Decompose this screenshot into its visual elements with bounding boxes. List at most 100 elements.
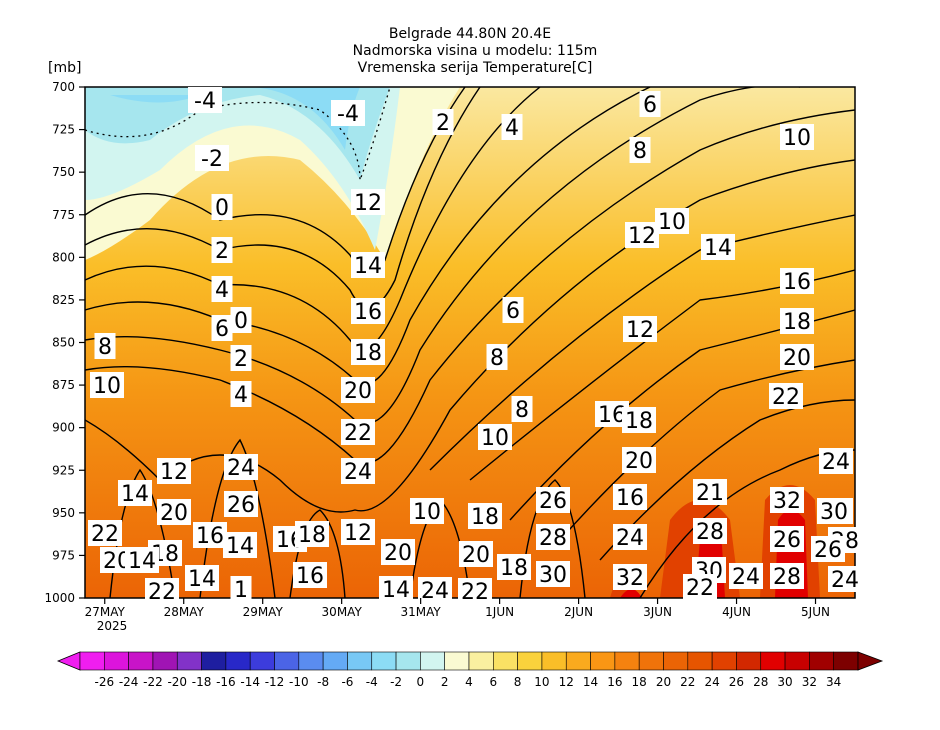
contour-label-box bbox=[625, 222, 659, 248]
contour-label: 24 bbox=[822, 450, 850, 475]
colorbar-swatch bbox=[663, 651, 689, 671]
contour-line-e bbox=[519, 479, 586, 598]
colorbar-label: -16 bbox=[216, 675, 236, 689]
colorbar-swatch bbox=[79, 651, 105, 671]
colorbar-swatch bbox=[371, 651, 397, 671]
colorbar-swatch bbox=[565, 651, 591, 671]
colorbar-label: -2 bbox=[390, 675, 402, 689]
colorbar-swatch bbox=[517, 651, 543, 671]
y-tick-label: 800 bbox=[52, 250, 75, 264]
contour-label-box bbox=[486, 344, 508, 370]
contour-line-0 bbox=[85, 87, 466, 275]
contour-label: 24 bbox=[421, 579, 449, 604]
contour-lines-dotted bbox=[85, 87, 391, 181]
contour-label: 24 bbox=[227, 456, 255, 481]
colorbar-label: -18 bbox=[192, 675, 212, 689]
contour-label: 30 bbox=[820, 500, 848, 525]
colorbar-swatch bbox=[322, 651, 348, 671]
contour-line-8 bbox=[85, 87, 800, 425]
colorbar-swatch bbox=[590, 651, 616, 671]
contour-label: 14 bbox=[382, 578, 410, 603]
contour-label: 20 bbox=[160, 501, 188, 526]
contour-label: 12 bbox=[626, 318, 654, 343]
contour-label-box bbox=[341, 377, 375, 403]
contour-label: 21 bbox=[696, 481, 724, 506]
contour-label-box bbox=[211, 194, 233, 220]
contour-label-box bbox=[770, 526, 804, 552]
contour-label: 12 bbox=[344, 521, 372, 546]
colorbar-swatch bbox=[395, 651, 421, 671]
contour-labels: -4-424681012101416182022242628-202468101… bbox=[88, 87, 862, 605]
contour-label: 14 bbox=[704, 236, 732, 261]
contour-label: 2 bbox=[215, 239, 229, 264]
contour-label: 28 bbox=[773, 565, 801, 590]
contour-label: 20 bbox=[783, 346, 811, 371]
colorbar-label: -8 bbox=[317, 675, 329, 689]
contour-label: 16 bbox=[296, 564, 324, 589]
contour-label-box bbox=[536, 524, 570, 550]
contour-label-box bbox=[224, 491, 258, 517]
contour-label-box bbox=[381, 539, 415, 565]
colorbar-swatch bbox=[493, 651, 518, 671]
y-tick-label: 875 bbox=[52, 378, 75, 392]
contour-label: 1 bbox=[234, 578, 248, 603]
colorbar-swatch bbox=[420, 651, 445, 671]
colorbar-label: -14 bbox=[240, 675, 260, 689]
colorbar-swatch bbox=[152, 651, 178, 671]
contour-label: 26 bbox=[814, 538, 842, 563]
contour-label-box bbox=[693, 518, 727, 544]
contour-label: 18 bbox=[625, 409, 653, 434]
contour-label-box bbox=[230, 576, 252, 602]
contour-label-box bbox=[341, 419, 375, 445]
contour-label-box bbox=[622, 447, 656, 473]
contour-label-box bbox=[655, 208, 689, 234]
x-tick-label: 27MAY bbox=[85, 605, 126, 619]
contour-label: 26 bbox=[773, 528, 801, 553]
y-tick-label: 750 bbox=[52, 165, 75, 179]
colorbar-label: 0 bbox=[417, 675, 425, 689]
contour-label: 2 bbox=[234, 347, 248, 372]
contour-line-c bbox=[289, 509, 346, 598]
colorbar-label: -22 bbox=[143, 675, 163, 689]
contour-label-box bbox=[613, 524, 647, 550]
contour-label: 18 bbox=[500, 556, 528, 581]
contour-label-box bbox=[223, 532, 257, 558]
contour-label: 16 bbox=[598, 403, 626, 428]
shade-region-28 bbox=[620, 510, 808, 598]
colorbar: -26 -24 -22 -20 -18 -16 -14 -12 -10 -8 -6 -4 -2 0 2 4 6 8… bbox=[56, 651, 884, 689]
colorbar-swatch bbox=[468, 651, 494, 671]
colorbar-swatch bbox=[444, 651, 470, 671]
contour-label: 8 bbox=[515, 398, 529, 423]
contour-label: 6 bbox=[643, 93, 657, 118]
contour-label-box bbox=[145, 578, 179, 604]
contour-label: 22 bbox=[148, 580, 176, 605]
contour-label: 16 bbox=[616, 486, 644, 511]
contour-label-box bbox=[351, 298, 385, 324]
contour-label: 14 bbox=[121, 482, 149, 507]
colorbar-swatch bbox=[225, 651, 251, 671]
contour-label-box bbox=[780, 124, 814, 150]
y-tick-label: 1000 bbox=[44, 591, 75, 605]
colorbar-swatch bbox=[711, 651, 737, 671]
colorbar-label: 10 bbox=[534, 675, 549, 689]
colorbar-swatch bbox=[760, 651, 786, 671]
contour-label: 26 bbox=[539, 489, 567, 514]
contour-label: 10 bbox=[783, 126, 811, 151]
contour-label-box bbox=[230, 307, 252, 333]
contour-label: 20 bbox=[344, 379, 372, 404]
contour-label-box bbox=[770, 487, 804, 513]
contour-line-14 bbox=[429, 214, 855, 471]
contour-label-box bbox=[118, 480, 152, 506]
colorbar-swatch bbox=[104, 651, 129, 671]
colorbar-label: 28 bbox=[753, 675, 768, 689]
contour-label: 22 bbox=[686, 576, 714, 601]
x-axis-year: 2025 bbox=[97, 619, 128, 633]
contour-label-box bbox=[379, 576, 413, 602]
contour-label-box bbox=[497, 554, 531, 580]
contour-line-22 bbox=[599, 399, 855, 561]
contour-label-box bbox=[780, 268, 814, 294]
contour-lines bbox=[85, 87, 855, 598]
contour-label-box bbox=[622, 407, 656, 433]
y-tick-label: 850 bbox=[52, 336, 75, 350]
